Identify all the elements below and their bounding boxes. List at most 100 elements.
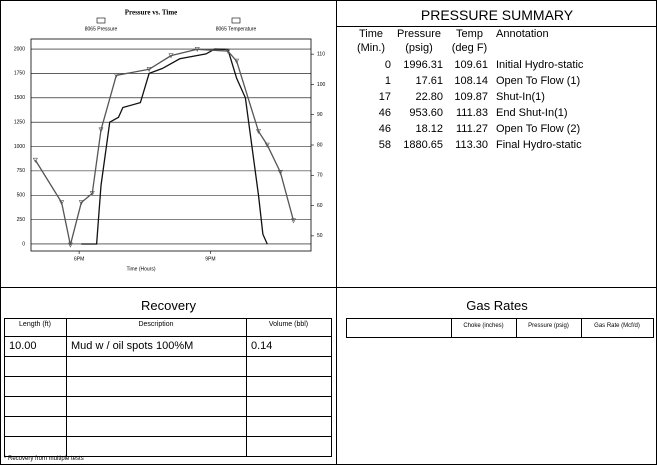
marker — [264, 142, 270, 148]
table-cell — [66, 436, 247, 457]
summary-cell: 1880.65 — [403, 139, 443, 151]
summary-header: Temp — [456, 28, 483, 40]
legend-label: 8065 Temperature — [216, 26, 257, 32]
table-cell — [66, 356, 247, 377]
summary-cell: Initial Hydro-static — [496, 59, 584, 71]
summary-header: Annotation — [496, 28, 549, 40]
summary-cell: Open To Flow (1) — [496, 75, 581, 87]
x-tick-label: 9PM — [205, 256, 215, 262]
legend-swatch — [96, 17, 106, 24]
rule — [337, 26, 656, 27]
table-cell — [4, 356, 67, 377]
y-tick-label: 1500 — [14, 95, 25, 101]
summary-cell: Shut-In(1) — [496, 91, 545, 103]
legend-swatch — [231, 17, 241, 24]
table-cell — [246, 396, 332, 417]
marker — [32, 157, 38, 163]
recovery-cell: Mud w / oil spots 100%M — [71, 340, 194, 352]
gas-header: Choke (inches) — [463, 323, 504, 329]
summary-cell: End Shut-In(1) — [496, 107, 568, 119]
summary-cell: 109.87 — [454, 91, 488, 103]
summary-cell: 1 — [384, 75, 391, 87]
summary-cell: 953.60 — [409, 107, 443, 119]
summary-cell: 58 — [378, 139, 391, 151]
table-cell — [246, 356, 332, 377]
y-tick-label: 1750 — [14, 71, 25, 77]
summary-cell: 46 — [378, 107, 391, 119]
y-tick-label: 750 — [17, 168, 26, 174]
marker — [113, 73, 119, 79]
table-cell — [246, 416, 332, 437]
marker — [168, 53, 174, 59]
summary-cell: 1996.31 — [403, 59, 443, 71]
y2-tick-label: 100 — [317, 82, 326, 88]
table-cell — [4, 436, 67, 457]
marker — [89, 191, 95, 197]
marker — [277, 169, 283, 175]
divider — [1, 287, 656, 288]
marker — [225, 48, 231, 54]
x-tick-label: 6PM — [74, 256, 84, 262]
summary-cell: 108.14 — [454, 75, 488, 87]
summary-header: (deg F) — [451, 42, 488, 54]
chart-title: Pressure vs. Time — [125, 9, 178, 17]
summary-header: Time — [358, 28, 384, 40]
summary-cell: 109.61 — [454, 59, 488, 71]
table-cell — [4, 416, 67, 437]
recovery-title: Recovery — [141, 298, 196, 313]
gas-header: Gas Rate (Mcf/d) — [594, 323, 640, 329]
table-cell — [246, 436, 332, 457]
recovery-cell: 10.00 — [9, 340, 37, 352]
table-cell — [4, 376, 67, 397]
divider — [336, 1, 337, 464]
recovery-header: Description — [138, 321, 174, 328]
y2-tick-label: 70 — [317, 173, 323, 179]
summary-cell: 111.83 — [455, 107, 488, 119]
marker — [146, 66, 152, 72]
summary-cell: 46 — [378, 123, 391, 135]
summary-header: Pressure — [396, 28, 442, 40]
table-cell — [346, 318, 452, 338]
footnote: * Recovery from multiple tests — [4, 456, 84, 462]
x-axis-label: Time (Hours) — [127, 266, 156, 272]
marker — [256, 129, 261, 135]
table-cell — [66, 416, 247, 437]
summary-header: (Min.) — [356, 42, 386, 54]
marker — [67, 242, 73, 248]
summary-cell: 113.30 — [455, 139, 488, 151]
gas-header: Pressure (psig) — [528, 323, 569, 329]
table-cell — [4, 396, 67, 417]
summary-title: PRESSURE SUMMARY — [420, 7, 574, 23]
recovery-header: Length (ft) — [19, 321, 51, 328]
plot-frame — [30, 38, 312, 252]
marker — [98, 127, 104, 133]
y2-tick-label: 110 — [317, 51, 325, 57]
recovery-header: Volume (bbl) — [268, 321, 309, 328]
summary-cell: 17.61 — [415, 75, 443, 87]
table-cell — [581, 318, 654, 338]
series-line — [81, 48, 268, 245]
legend-label: 8065 Pressure — [85, 26, 118, 32]
y-tick-label: 500 — [17, 193, 26, 199]
summary-cell: Final Hydro-static — [496, 139, 582, 151]
y-tick-label: 2000 — [14, 46, 25, 52]
gas-title: Gas Rates — [466, 298, 528, 313]
marker — [234, 58, 240, 64]
y-tick-label: 250 — [17, 217, 26, 223]
table-cell — [66, 376, 247, 397]
recovery-cell: 0.14 — [251, 340, 273, 352]
marker — [291, 218, 296, 224]
y-tick-label: 1000 — [14, 144, 25, 150]
summary-cell: 111.27 — [455, 123, 488, 135]
y-tick-label: 1250 — [14, 119, 25, 125]
marker — [78, 200, 84, 206]
summary-cell: Open To Flow (2) — [496, 123, 581, 135]
y-tick-label: 0 — [22, 241, 25, 247]
marker — [59, 200, 65, 206]
y2-tick-label: 80 — [317, 142, 323, 148]
summary-cell: 18.12 — [415, 123, 443, 135]
summary-header: (psig) — [405, 42, 433, 54]
table-cell — [66, 396, 247, 417]
chart: Pressure vs. Time Time (Hours) 0 250 500 75… — [14, 9, 326, 273]
